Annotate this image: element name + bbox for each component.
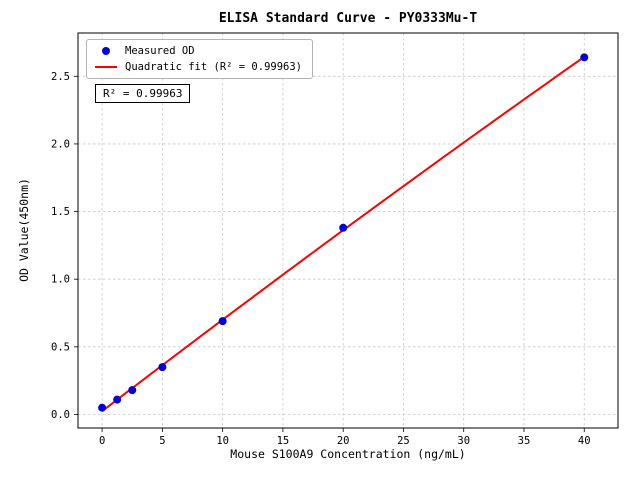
y-tick-label: 2.5 <box>51 71 70 83</box>
data-point <box>113 395 122 404</box>
legend-item-quadratic-fit: Quadratic fit (R² = 0.99963) <box>93 61 302 73</box>
data-point <box>339 223 348 232</box>
legend-swatch <box>93 66 119 68</box>
fit-line-icon <box>95 66 117 68</box>
axes-frame <box>77 32 619 429</box>
x-tick-label: 5 <box>159 435 165 447</box>
scatter-marker-icon <box>102 47 110 55</box>
legend-item-measured-od: Measured OD <box>93 45 302 57</box>
x-tick-label: 15 <box>277 435 290 447</box>
x-tick-label: 25 <box>397 435 410 447</box>
x-tick-label: 10 <box>216 435 229 447</box>
legend-label-measured-od: Measured OD <box>125 45 195 57</box>
data-point <box>98 403 107 412</box>
legend-label-quadratic-fit: Quadratic fit (R² = 0.99963) <box>125 61 303 73</box>
x-tick-label: 40 <box>578 435 591 447</box>
data-point <box>218 317 227 326</box>
data-point <box>158 363 167 372</box>
x-tick-label: 20 <box>337 435 350 447</box>
x-tick-label: 30 <box>457 435 470 447</box>
legend-swatch <box>93 47 119 55</box>
legend: Measured OD Quadratic fit (R² = 0.99963) <box>86 39 314 79</box>
data-point <box>128 386 137 395</box>
x-axis-label: Mouse S100A9 Concentration (ng/mL) <box>230 447 466 461</box>
y-tick-label: 0.0 <box>51 409 70 421</box>
y-tick-label: 1.0 <box>51 274 70 286</box>
chart-title: ELISA Standard Curve - PY0333Mu-T <box>218 11 478 26</box>
x-tick-label: 0 <box>99 435 105 447</box>
x-tick-label: 35 <box>518 435 531 447</box>
data-point <box>580 53 589 62</box>
y-axis-label: OD Value(450nm) <box>17 178 31 282</box>
y-tick-label: 1.5 <box>51 206 70 218</box>
y-tick-label: 0.5 <box>51 341 70 353</box>
r-squared-annotation: R² = 0.99963 <box>95 84 191 103</box>
y-tick-label: 2.0 <box>51 138 70 150</box>
